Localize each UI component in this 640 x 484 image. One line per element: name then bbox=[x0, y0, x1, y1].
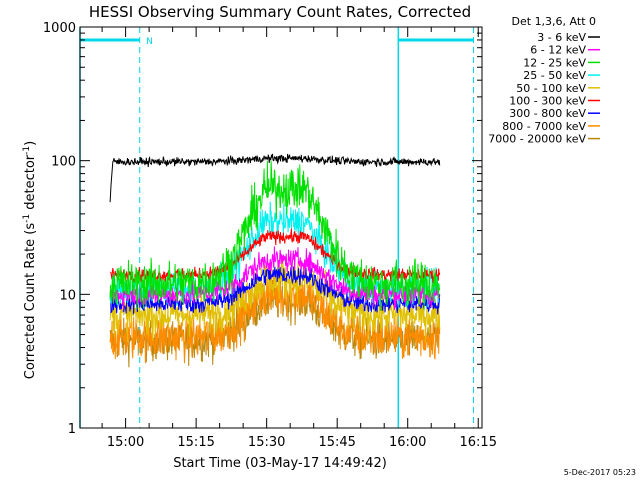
y-axis-label: Corrected Count Rate (s-1 detector-1) bbox=[22, 141, 38, 379]
y-axis-label-exp1: -1 bbox=[22, 214, 32, 223]
legend-label-3: 25 - 50 keV bbox=[523, 69, 586, 82]
x-tick-label-3: 15:45 bbox=[318, 435, 355, 450]
x-tick-label-2: 15:30 bbox=[248, 435, 285, 450]
marker-label: N bbox=[146, 37, 153, 47]
plot-frame bbox=[79, 26, 483, 429]
x-tick-label-4: 16:00 bbox=[389, 435, 426, 450]
legend-label-4: 50 - 100 keV bbox=[516, 82, 586, 95]
series-line-2 bbox=[109, 160, 441, 312]
y-tick-label-3: 1000 bbox=[43, 21, 76, 36]
legend-label-0: 3 - 6 keV bbox=[537, 31, 586, 44]
series-line-0 bbox=[109, 153, 441, 203]
legend-label-1: 6 - 12 keV bbox=[530, 44, 586, 57]
legend-label-2: 12 - 25 keV bbox=[523, 56, 586, 69]
series-line-4 bbox=[109, 259, 441, 343]
y-tick-label-2: 100 bbox=[51, 155, 76, 170]
legend-label-5: 100 - 300 keV bbox=[509, 95, 586, 108]
legend-header: Det 1,3,6, Att 0 bbox=[512, 15, 596, 28]
y-axis-label-end: ) bbox=[23, 141, 38, 146]
series-line-7 bbox=[109, 269, 441, 364]
y-tick-label-1: 10 bbox=[59, 288, 76, 303]
x-tick-label-5: 16:15 bbox=[460, 435, 497, 450]
series-line-6 bbox=[109, 266, 441, 315]
y-axis-label-exp2: -1 bbox=[22, 146, 32, 155]
y-axis-label-start: Corrected Count Rate (s bbox=[23, 223, 38, 380]
legend-label-6: 300 - 800 keV bbox=[509, 107, 586, 120]
timestamp: 5-Dec-2017 05:23 bbox=[564, 468, 636, 477]
legend-label-8: 7000 - 20000 keV bbox=[488, 133, 586, 146]
y-tick-label-0: 1 bbox=[68, 422, 76, 437]
x-tick-label-0: 15:00 bbox=[107, 435, 144, 450]
legend-label-7: 800 - 7000 keV bbox=[502, 120, 586, 133]
x-axis-label: Start Time (03-May-17 14:49:42) bbox=[173, 456, 387, 471]
series-line-5 bbox=[109, 228, 441, 284]
chart-title: HESSI Observing Summary Count Rates, Cor… bbox=[89, 3, 471, 21]
y-axis-label-mid: detector bbox=[23, 154, 38, 214]
x-tick-label-1: 15:15 bbox=[177, 435, 214, 450]
